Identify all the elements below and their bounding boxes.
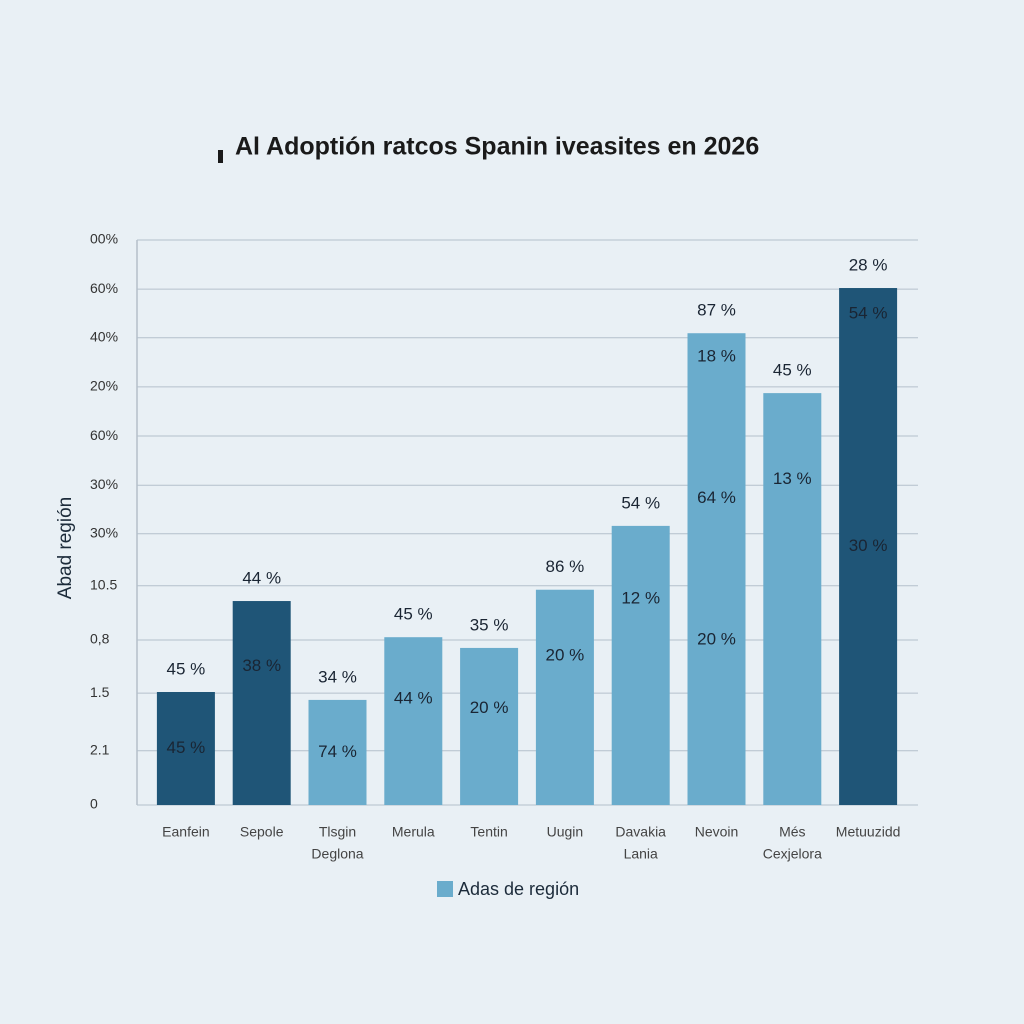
- y-tick-label: 00%: [90, 231, 118, 247]
- bar: [384, 637, 443, 805]
- bar-inner-label: 20 %: [470, 698, 509, 717]
- y-tick-label: 0,8: [90, 631, 110, 647]
- y-tick-label: 20%: [90, 378, 118, 394]
- x-tick-label: Metuuzidd: [836, 824, 901, 840]
- bar-inner-label: 18 %: [697, 346, 736, 365]
- bar: [839, 288, 898, 805]
- bar-top-label: 54 %: [621, 493, 660, 512]
- y-tick-label: 60%: [90, 427, 118, 443]
- bar-inner-label: 13 %: [773, 469, 812, 488]
- x-tick-label: Merula: [392, 824, 435, 840]
- x-tick-label: Tlsgin: [319, 824, 356, 840]
- y-tick-label: 30%: [90, 476, 118, 492]
- bar-inner-label: 74 %: [318, 742, 357, 761]
- bar: [156, 692, 215, 805]
- chart-title: Al Adoptión ratcos Spanin iveasites en 2…: [235, 133, 759, 161]
- title-marker: [218, 150, 223, 163]
- bar-top-label: 35 %: [470, 615, 509, 634]
- bar-inner-label: 44 %: [394, 688, 433, 707]
- bar: [535, 589, 594, 805]
- bar-top-label: 86 %: [546, 557, 585, 576]
- bar: [687, 333, 746, 805]
- bar-inner-label: 45 %: [167, 738, 206, 757]
- x-tick-label: Tentin: [470, 824, 507, 840]
- bar-inner-label: 20 %: [546, 646, 585, 665]
- bar-top-label: 45 %: [394, 605, 433, 624]
- x-tick-label: Deglona: [311, 846, 363, 862]
- y-tick-label: 30%: [90, 525, 118, 541]
- y-tick-label: 0: [90, 796, 98, 812]
- bar-inner-label: 30 %: [849, 536, 888, 555]
- bar-top-label: 87 %: [697, 301, 736, 320]
- bar: [232, 601, 291, 805]
- bar-top-label: 44 %: [242, 569, 281, 588]
- x-tick-label: Cexjelora: [763, 846, 822, 862]
- y-tick-label: 2.1: [90, 741, 110, 757]
- y-tick-label: 1.5: [90, 684, 110, 700]
- bar: [308, 699, 367, 805]
- bar: [611, 525, 670, 805]
- x-tick-label: Davakia: [615, 824, 666, 840]
- bar-inner-label: 12 %: [621, 588, 660, 607]
- x-tick-label: Sepole: [240, 824, 284, 840]
- bar-inner-label: 20 %: [697, 629, 736, 648]
- legend-label: Adas de región: [458, 879, 579, 899]
- x-tick-label: Eanfein: [162, 824, 209, 840]
- x-tick-label: Lania: [624, 846, 658, 862]
- y-tick-label: 60%: [90, 280, 118, 296]
- bar-top-label: 45 %: [167, 659, 206, 678]
- bar: [763, 393, 822, 805]
- x-tick-label: Nevoin: [695, 824, 739, 840]
- bar-inner-label: 38 %: [242, 656, 281, 675]
- x-tick-label: Uugin: [547, 824, 584, 840]
- bar-inner-label: 64 %: [697, 488, 736, 507]
- y-axis-label: Abad región: [55, 497, 76, 599]
- x-tick-label: Més: [779, 824, 805, 840]
- y-tick-label: 40%: [90, 328, 118, 344]
- y-tick-label: 10.5: [90, 576, 117, 592]
- bar-top-label: 28 %: [849, 256, 888, 275]
- bar-top-label: 34 %: [318, 667, 357, 686]
- bar-inner-label: 54 %: [849, 303, 888, 322]
- legend-swatch: [437, 881, 453, 897]
- bar: [460, 647, 519, 805]
- bar-top-label: 45 %: [773, 361, 812, 380]
